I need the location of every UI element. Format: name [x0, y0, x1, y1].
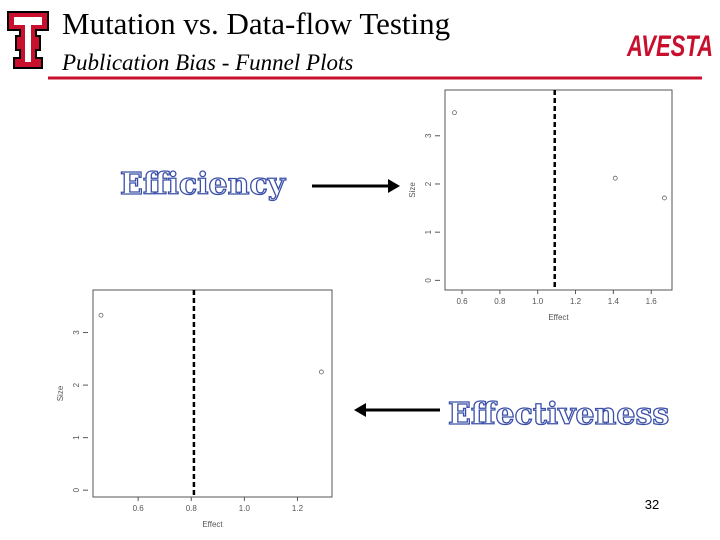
x-tick-label: 0.8 — [186, 504, 198, 513]
page-number: 32 — [645, 497, 659, 512]
point — [662, 195, 667, 201]
y-tick-label: 3 — [424, 133, 433, 138]
x-tick-label: 1.2 — [292, 504, 304, 513]
y-tick-label: 0 — [424, 278, 433, 283]
arrow-right — [312, 179, 400, 193]
y-tick-label: 1 — [72, 435, 81, 440]
point — [318, 369, 324, 375]
x-axis-title: Effect — [548, 313, 569, 322]
subtitle: Publication Bias - Funnel Plots — [61, 50, 353, 75]
x-tick-label: 0.6 — [456, 297, 468, 306]
y-tick-label: 1 — [424, 229, 433, 234]
y-axis-title: Size — [56, 385, 65, 401]
y-tick-label: 3 — [72, 330, 81, 335]
plot-frame — [444, 89, 673, 291]
logo-text: AVESTA — [626, 30, 713, 63]
x-tick-label: 1.6 — [646, 297, 658, 306]
label-effectiveness: Effectiveness — [448, 397, 669, 432]
y-tick-label: 2 — [424, 181, 433, 186]
x-tick-label: 1.4 — [608, 297, 620, 306]
x-tick-label: 1.0 — [532, 297, 544, 306]
x-tick-label: 1.0 — [239, 504, 251, 513]
y-axis-title: Size — [408, 182, 417, 198]
x-axis-title: Effect — [202, 520, 223, 529]
tt-logo — [7, 11, 49, 69]
plot-frame — [92, 289, 333, 498]
x-tick-label: 0.6 — [133, 504, 145, 513]
x-tick-label: 0.8 — [494, 297, 506, 306]
x-tick-label: 1.2 — [570, 297, 582, 306]
point — [452, 110, 457, 116]
arrow-left — [354, 403, 440, 417]
point — [612, 175, 618, 181]
point — [98, 312, 104, 318]
title: Mutation vs. Data-flow Testing — [62, 6, 450, 41]
y-tick-label: 0 — [72, 487, 81, 492]
y-tick-label: 2 — [72, 382, 81, 387]
label-efficiency: Efficiency — [120, 167, 287, 202]
